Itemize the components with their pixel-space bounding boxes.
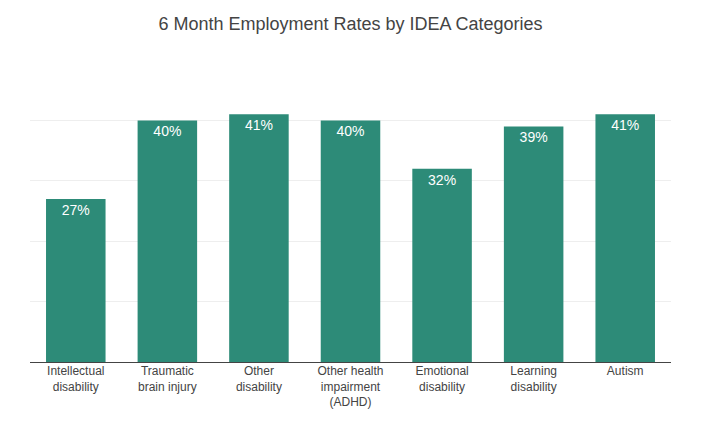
svg-text:Learningdisability: Learningdisability: [510, 364, 557, 394]
svg-text:41%: 41%: [245, 117, 273, 133]
svg-text:Intellectualdisability: Intellectualdisability: [47, 364, 104, 394]
svg-text:Other healthimpairment(ADHD): Other healthimpairment(ADHD): [317, 364, 383, 409]
svg-text:6 Month Employment Rates by ID: 6 Month Employment Rates by IDEA Categor…: [158, 14, 542, 34]
svg-text:Autism: Autism: [607, 364, 644, 378]
svg-text:39%: 39%: [520, 129, 548, 145]
svg-text:32%: 32%: [428, 172, 456, 188]
svg-text:27%: 27%: [62, 202, 90, 218]
svg-text:Otherdisability: Otherdisability: [236, 364, 282, 394]
svg-text:40%: 40%: [336, 123, 364, 139]
svg-text:Traumaticbrain injury: Traumaticbrain injury: [138, 364, 197, 394]
svg-text:Emotionaldisability: Emotionaldisability: [415, 364, 468, 394]
svg-text:41%: 41%: [611, 117, 639, 133]
svg-text:40%: 40%: [153, 123, 181, 139]
